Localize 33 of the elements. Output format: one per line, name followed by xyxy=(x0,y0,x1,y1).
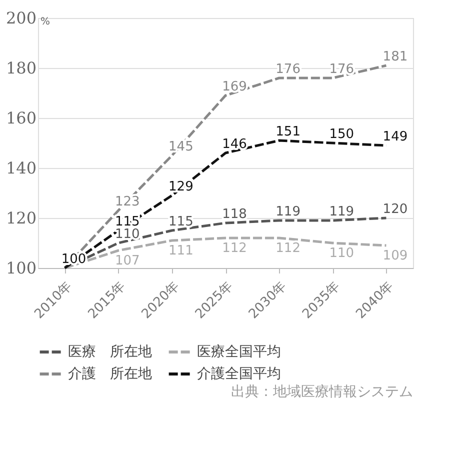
data-label: 119 xyxy=(276,204,300,220)
data-label: 119 xyxy=(329,204,354,220)
data-label: 111 xyxy=(168,244,194,258)
y-tick-label: 160 xyxy=(6,108,36,128)
data-label: 120 xyxy=(382,202,408,217)
data-label: 176 xyxy=(329,62,354,77)
data-label: 150 xyxy=(329,127,354,142)
legend-label: 介護全国平均 xyxy=(197,366,281,382)
data-label: 115 xyxy=(168,214,194,230)
y-tick-label: 140 xyxy=(6,158,36,178)
data-label: 109 xyxy=(382,248,408,264)
data-label: 110 xyxy=(114,227,140,242)
data-label: 169 xyxy=(222,80,247,94)
data-label: 107 xyxy=(114,254,140,268)
y-axis-title: % xyxy=(40,16,50,28)
data-label: 176 xyxy=(276,62,300,77)
data-label: 151 xyxy=(276,124,300,140)
legend-label: 医療 所在地 xyxy=(68,344,152,360)
data-label: 118 xyxy=(222,207,247,222)
data-label: 181 xyxy=(382,50,408,64)
data-label: 112 xyxy=(276,241,300,256)
data-label: 146 xyxy=(222,137,247,152)
y-tick-label: 100 xyxy=(6,258,36,278)
y-tick-label: 200 xyxy=(6,8,36,28)
data-label: 149 xyxy=(382,130,408,144)
source-note: 出典：地域医療情報システム xyxy=(231,384,413,400)
y-tick-label: 180 xyxy=(6,58,36,78)
data-label: 145 xyxy=(168,140,194,154)
data-label: 110 xyxy=(329,246,354,261)
legend-label: 介護 所在地 xyxy=(68,366,152,382)
data-label: 112 xyxy=(222,241,247,256)
legend-label: 医療全国平均 xyxy=(197,344,281,360)
y-tick-label: 120 xyxy=(6,208,36,228)
